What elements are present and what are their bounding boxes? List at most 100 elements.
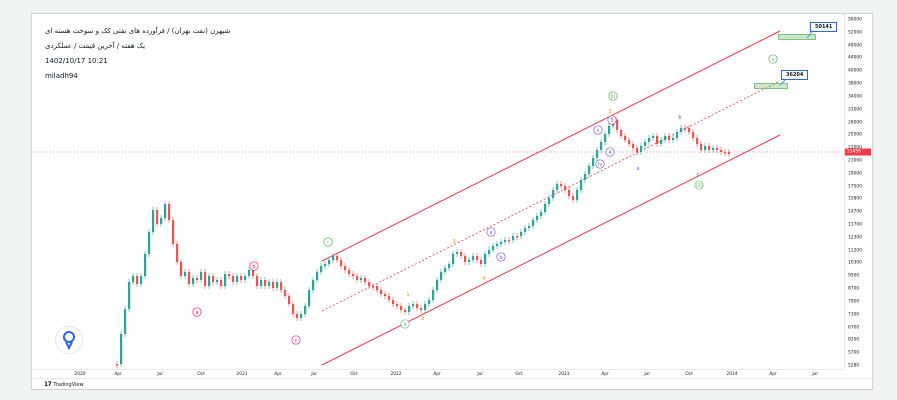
candle-body — [480, 260, 483, 264]
candle-body — [712, 148, 715, 150]
candle-body — [532, 220, 535, 226]
wave-label: a — [489, 230, 492, 236]
candle-body — [144, 254, 147, 276]
candle-body — [708, 146, 711, 150]
price-tick-label: 7300 — [848, 312, 860, 318]
tradingview-brand: TradingView — [53, 381, 84, 388]
time-tick-label: Oct — [197, 372, 205, 377]
symbol-title: شپهرن (نفت بهران) / فرآورده های نفتی کک … — [45, 27, 231, 35]
price-tick-label: 15800 — [848, 196, 862, 202]
bulb-icon[interactable] — [55, 326, 83, 354]
footer-bar: 17 TradingView — [32, 378, 873, 391]
price-axis[interactable]: 23458 56000 52000 48000 44000 40000 38000 3400… — [844, 14, 874, 369]
candle-body — [392, 300, 395, 304]
candle-body — [280, 282, 283, 290]
target-label-upper[interactable]: 50141 — [810, 22, 838, 32]
time-tick-label: 2022 — [390, 372, 402, 377]
candle-body — [424, 304, 427, 310]
candle-body — [444, 268, 447, 272]
candle-body — [536, 216, 539, 220]
candle-body — [268, 282, 271, 286]
candle-body — [472, 256, 475, 260]
time-tick-label: 2020 — [74, 372, 86, 377]
candle-body — [664, 136, 667, 140]
candle-body — [116, 364, 119, 366]
candle-body — [168, 204, 171, 220]
candle-body — [544, 204, 547, 212]
candle-body — [120, 334, 123, 364]
wave-label: c — [697, 172, 700, 178]
price-tick-label: 7900 — [848, 299, 860, 305]
candle-body — [524, 228, 527, 232]
candle-body — [704, 146, 707, 150]
tradingview-logo[interactable]: 17 TradingView — [44, 381, 84, 388]
price-tick-label: 9500 — [848, 273, 860, 279]
candle-body — [592, 158, 595, 166]
wave-label-circle — [595, 159, 605, 169]
candle-body — [316, 272, 319, 280]
wave-label-circle — [768, 54, 778, 64]
candle-body — [128, 282, 131, 309]
candle-body — [312, 280, 315, 290]
candle-body — [496, 244, 499, 246]
time-axis[interactable]: 2020 Apr Jul Oct 2021 Apr Jul Oct 2022 Apr Jul Oct 2… — [32, 369, 844, 379]
candle-body — [152, 210, 155, 232]
candle-body — [648, 138, 651, 142]
candle-body — [308, 290, 311, 306]
candle-body — [400, 306, 403, 310]
time-tick-label: Oct — [685, 372, 693, 377]
wave-label: 2 — [421, 316, 424, 322]
time-tick-label: Apr — [601, 372, 609, 377]
wave-label: (2) — [695, 183, 702, 189]
channel-lower-line — [321, 134, 781, 366]
price-tick-label: 40000 — [848, 68, 862, 74]
target-label-middle[interactable]: 36204 — [781, 70, 809, 80]
wave-label-circle — [496, 252, 506, 262]
candle-body — [640, 146, 643, 152]
target-zone-middle — [754, 83, 788, 89]
chart-frame: i a b c ii iii iv v a b c 1 2 3 4 a b c 3 4 5 (2) شپهرن (نفت … — [31, 13, 873, 390]
wave-label: b — [499, 255, 502, 261]
author-text: miladh94 — [45, 72, 78, 80]
candle-body — [408, 306, 411, 312]
candle-body — [132, 276, 135, 282]
price-tick-label: 14700 — [848, 209, 862, 215]
wave-label: b — [252, 264, 255, 270]
price-tick-label: 34000 — [848, 94, 862, 100]
price-tick-label: 28000 — [848, 120, 862, 126]
candle-body — [728, 152, 731, 154]
price-tick-label: 8700 — [848, 286, 860, 292]
candle-body — [556, 184, 559, 190]
wave-label: 5 — [610, 118, 613, 124]
price-tick-label: 12300 — [848, 235, 862, 241]
candle-body — [212, 276, 215, 282]
candle-body — [276, 282, 279, 288]
price-tick-label: 44000 — [848, 55, 862, 61]
wave-label: v — [772, 57, 775, 63]
candle-body — [468, 260, 471, 262]
price-tick-label: 48000 — [848, 43, 862, 49]
tradingview-logo-icon: 17 — [44, 381, 52, 388]
candle-body — [416, 304, 419, 308]
candle-body — [360, 278, 363, 280]
candle-body — [564, 186, 567, 190]
wave-label: 1 — [406, 292, 409, 298]
wave-label: 4 — [608, 150, 611, 156]
candle-body — [528, 226, 531, 228]
candle-body — [260, 280, 263, 286]
chart-pane[interactable]: i a b c ii iii iv v a b c 1 2 3 4 a b c 3 4 5 (2) شپهرن (نفت … — [32, 14, 844, 369]
wave-label: a — [636, 166, 639, 172]
candle-body — [628, 140, 631, 144]
time-tick-label: 2024 — [726, 372, 738, 377]
candle-body — [336, 256, 339, 260]
candle-body — [200, 272, 203, 280]
wave-label-circle — [192, 307, 202, 317]
wave-label-circle — [593, 125, 603, 135]
wave-label-circle — [486, 227, 496, 237]
price-tick-label: 10300 — [848, 260, 862, 266]
price-tick-label: 6700 — [848, 325, 860, 331]
candle-body — [608, 126, 611, 134]
wave-label: 3 — [452, 239, 455, 245]
wave-label-circle — [249, 261, 259, 271]
